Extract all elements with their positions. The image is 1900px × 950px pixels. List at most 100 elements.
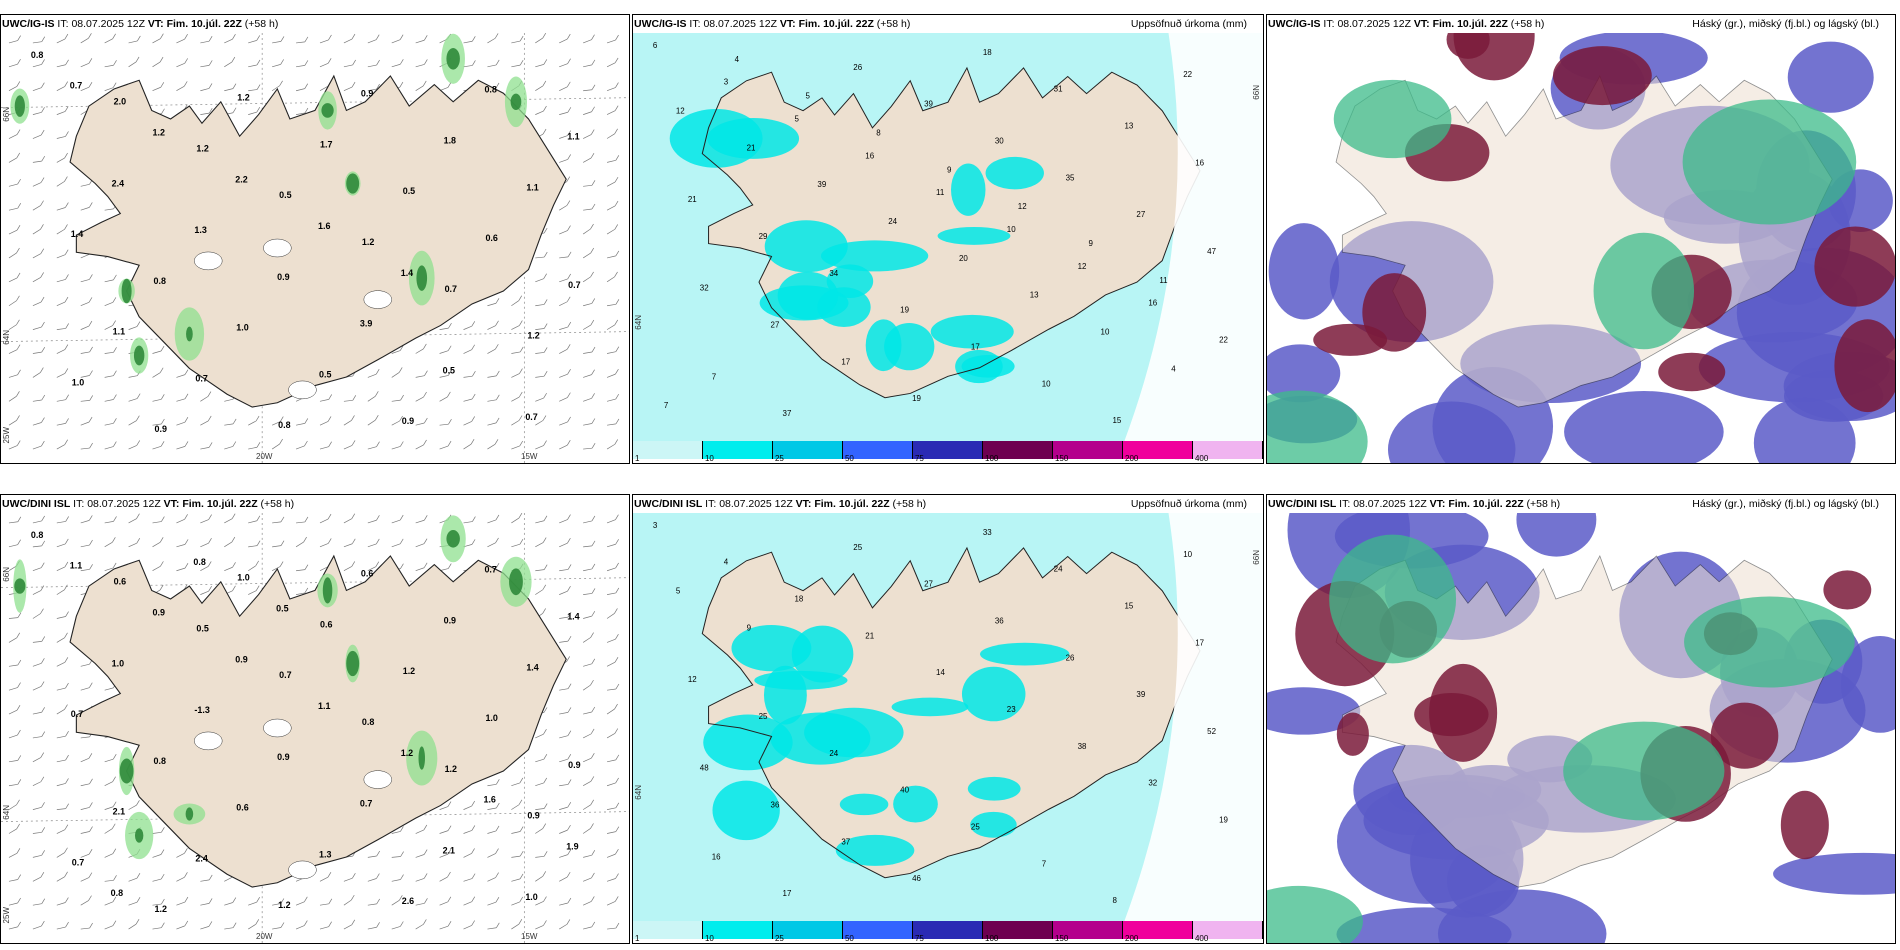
accum-value-label: 27	[771, 321, 780, 330]
wind-barb	[496, 394, 500, 400]
wind-barb	[104, 399, 114, 402]
wind-barb	[615, 82, 619, 88]
precip-band	[820, 240, 929, 272]
precip-band	[937, 226, 1011, 245]
colorbar-label: 25	[774, 454, 784, 463]
wind-barb	[32, 781, 42, 787]
accum-value-label: 25	[853, 543, 862, 552]
wind-barb	[104, 64, 114, 68]
panel-subtitle: Háský (gr.), miðský (fj.bl.) og lágský (…	[1692, 498, 1879, 510]
wind-barb	[272, 927, 282, 930]
wind-barb	[8, 420, 17, 426]
high-cloud-area	[1834, 319, 1895, 413]
wind-barb	[56, 328, 66, 330]
wind-barb	[535, 328, 545, 330]
wind-barb	[104, 828, 113, 834]
precip-value-label: 0.9	[444, 615, 456, 625]
wind-barb	[439, 350, 449, 354]
wind-barb	[590, 728, 595, 735]
wind-barb	[439, 806, 449, 810]
wind-barb	[567, 801, 572, 808]
wind-barb	[208, 585, 212, 592]
wind-barb	[591, 850, 596, 856]
cloud-cover-panel-top: UWC/IG-IS IT: 08.07.2025 12Z VT: Fim. 10…	[1266, 14, 1896, 464]
wind-barb	[8, 134, 18, 139]
wind-barb	[64, 152, 68, 159]
map-area[interactable]: 3 4 18 21 14 23 38 32 19 16 17 25 27 36 26 39 52 48 36 37 46…	[633, 513, 1263, 921]
precip-area-heavy	[186, 326, 193, 342]
wind-barb	[519, 826, 524, 832]
panel-subtitle: Uppsöfnuð úrkoma (mm)	[1130, 18, 1247, 30]
wind-barb	[447, 825, 452, 831]
wind-barb	[8, 783, 18, 787]
accum-value-label: 20	[959, 254, 968, 263]
map-area[interactable]: 6 3 5 16 11 10 12 16 22 7 37 26 39 30 35 27 47 32 27 17 19 18…	[633, 33, 1263, 441]
wind-barb	[112, 848, 117, 854]
wind-barb	[56, 207, 66, 211]
precip-value-label: 0.7	[484, 565, 496, 575]
accum-value-label: 23	[1007, 705, 1016, 714]
map-area[interactable]: 0.8 2.0 1.2 0.5 1.2 0.7 1.2 1.0 0.9 1.2 1.7 0.5 0.6 0…	[1, 33, 629, 463]
colorbar: 1 10 25 50 75 100 150 200 400	[633, 441, 1263, 463]
wind-barb	[56, 521, 66, 524]
wind-barb	[567, 753, 572, 760]
wind-barb	[32, 662, 42, 667]
wind-barb	[56, 373, 66, 378]
precip-value-label: 0.8	[362, 717, 374, 727]
wind-barb	[104, 208, 114, 211]
wind-barb	[255, 560, 259, 567]
accum-value-label: 21	[747, 143, 756, 152]
wind-barb	[272, 903, 281, 906]
wind-barb	[8, 157, 17, 163]
cloud-cover-panel-bottom: UWC/DINI ISL IT: 08.07.2025 12Z VT: Fim.…	[1266, 494, 1896, 944]
wind-barb	[559, 421, 568, 426]
precip-value-label: 0.7	[70, 81, 82, 91]
wind-barb	[16, 823, 20, 830]
precip-value-label: 1.4	[71, 229, 83, 239]
accum-value-label: 11	[936, 188, 945, 197]
wind-barb	[152, 903, 162, 906]
wind-barb	[159, 367, 164, 373]
lead-time: (+58 h)	[876, 18, 911, 30]
wind-barb	[256, 106, 261, 113]
map-area[interactable]	[1267, 33, 1895, 463]
wind-barb	[224, 566, 233, 572]
wind-barb	[591, 588, 596, 594]
lead-time: (+58 h)	[892, 498, 927, 510]
wind-barb	[184, 34, 188, 40]
wind-barb	[16, 272, 21, 279]
wind-barb	[543, 227, 548, 234]
wind-barb	[17, 921, 21, 928]
precip-value-label: 0.6	[320, 619, 332, 629]
wind-barb	[606, 255, 616, 259]
wind-barb	[463, 349, 472, 354]
wind-barb	[591, 84, 596, 90]
wind-barb	[496, 922, 500, 928]
wind-barb	[319, 876, 329, 882]
model-name: UWC/DINI ISL	[1268, 498, 1337, 510]
wind-barb	[352, 873, 356, 879]
wind-barb	[176, 421, 186, 426]
lat-label: 66N	[2, 107, 11, 122]
wind-barb	[606, 853, 616, 858]
wind-barb	[32, 711, 42, 715]
wind-barb	[494, 439, 499, 445]
wind-barb	[160, 849, 165, 855]
colorbar-swatch	[1192, 441, 1263, 459]
wind-barb	[471, 416, 475, 422]
wind-barb	[80, 663, 90, 667]
wind-barb	[463, 421, 472, 426]
wind-barb	[511, 351, 521, 354]
wind-barb	[487, 830, 497, 834]
precip-value-label: 0.5	[279, 190, 291, 200]
wind-barb	[606, 110, 616, 115]
wind-barb	[8, 86, 18, 92]
map-area[interactable]: 0.8 0.6 0.5 0.7 0.8 1.2 0.9 0.7 1.2 1.0 0.6 1.2 1.0 0…	[1, 513, 629, 943]
wind-barb	[559, 542, 568, 548]
wind-barb	[559, 111, 568, 115]
map-area[interactable]	[1267, 513, 1895, 943]
wind-barb	[80, 900, 89, 906]
wind-barb	[32, 686, 42, 691]
wind-barb	[423, 439, 427, 446]
precip-value-label: 0.9	[155, 424, 167, 434]
